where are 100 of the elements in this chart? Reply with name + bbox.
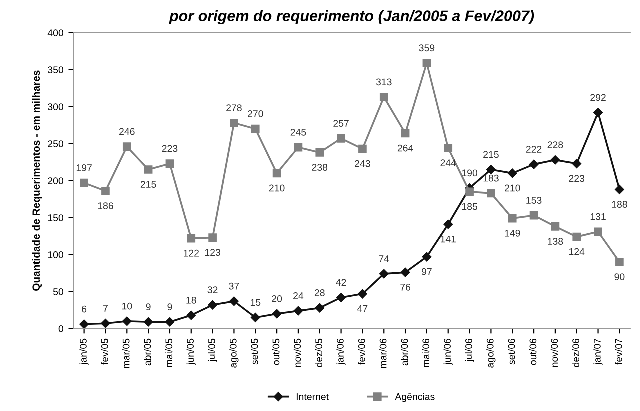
data-label: 20 <box>272 295 282 302</box>
point <box>444 144 453 152</box>
x-tick-label: mai/06 <box>422 338 430 368</box>
point <box>486 165 496 174</box>
point <box>594 108 603 118</box>
x-tick-label: jan/07 <box>594 339 603 366</box>
point <box>251 124 260 134</box>
data-label: 149 <box>505 230 520 237</box>
data-label: 7 <box>104 305 108 312</box>
data-label: 18 <box>186 296 196 304</box>
data-label: 257 <box>334 120 349 128</box>
y-tick-label: 250 <box>48 140 64 148</box>
point <box>102 187 110 196</box>
y-tick-label: 0 <box>58 326 64 332</box>
x-tick-label: fev/07 <box>615 339 622 365</box>
point <box>508 214 517 223</box>
point <box>336 293 346 302</box>
data-label: 210 <box>504 184 520 192</box>
y-tick-label: 400 <box>48 30 64 36</box>
chart-title: por origem do requerimento (Jan/2005 a Fev/2007) <box>169 10 534 25</box>
data-label: 223 <box>569 175 585 182</box>
x-tick-label: fev/06 <box>358 338 366 365</box>
point <box>529 160 539 170</box>
x-tick-label: abr/06 <box>401 338 408 366</box>
x-tick-label: nov/05 <box>294 338 302 368</box>
data-label: 9 <box>146 304 151 310</box>
x-tick-label: out/05 <box>272 338 280 366</box>
point <box>358 289 368 299</box>
y-tick-label: 100 <box>48 252 64 258</box>
point <box>208 300 218 310</box>
y-tick-label: 50 <box>53 288 64 296</box>
x-tick-label: out/06 <box>530 338 537 366</box>
point <box>251 313 260 322</box>
point <box>294 143 303 152</box>
point <box>615 185 624 194</box>
data-label: 243 <box>355 160 370 168</box>
data-label: 124 <box>569 248 585 256</box>
data-label: 123 <box>205 249 220 256</box>
x-tick-label: ago/05 <box>230 338 239 368</box>
data-label: 9 <box>168 304 172 310</box>
data-label: 210 <box>269 184 285 192</box>
point <box>487 189 496 198</box>
data-label: 97 <box>422 268 432 276</box>
point <box>530 211 538 220</box>
data-label: 215 <box>484 151 499 158</box>
x-tick-label: mar/05 <box>122 338 130 368</box>
x-tick-label: mar/06 <box>380 338 387 368</box>
x-tick-label: jul/06 <box>465 338 474 362</box>
data-label: 238 <box>312 164 328 171</box>
y-tick-label: 350 <box>48 66 64 74</box>
data-label: 76 <box>400 284 411 291</box>
point <box>400 268 410 278</box>
x-tick-label: dez/06 <box>572 338 580 368</box>
y-tick-label: 150 <box>48 214 64 222</box>
data-label: 153 <box>526 197 542 204</box>
point <box>165 318 175 327</box>
point <box>144 166 153 174</box>
point <box>101 318 110 328</box>
data-label: 197 <box>76 164 92 172</box>
point <box>616 258 624 266</box>
point <box>572 159 582 168</box>
data-label: 131 <box>590 213 606 220</box>
point <box>166 160 174 168</box>
data-label: 32 <box>208 286 218 294</box>
data-label: 190 <box>462 170 478 177</box>
data-label: 278 <box>226 104 242 112</box>
y-tick-label: 200 <box>48 178 64 184</box>
point <box>380 269 389 279</box>
x-tick-label: set/06 <box>508 338 516 365</box>
data-label: 37 <box>229 282 240 290</box>
point <box>401 129 410 138</box>
x-tick-label: mai/05 <box>165 338 173 368</box>
data-label: 313 <box>376 78 392 86</box>
data-label: 185 <box>462 203 478 210</box>
data-label: 264 <box>398 144 414 152</box>
data-label: 6 <box>82 306 87 313</box>
legend-label: Internet <box>296 394 329 400</box>
point <box>187 234 196 243</box>
x-tick-label: jan/06 <box>336 338 346 366</box>
data-label: 188 <box>612 201 628 208</box>
point <box>550 156 560 165</box>
legend-label: Agências <box>395 393 435 402</box>
point <box>422 59 432 68</box>
point <box>594 228 602 236</box>
data-label: 215 <box>140 181 156 188</box>
x-tick-label: abr/05 <box>144 338 152 366</box>
data-label: 245 <box>290 129 306 136</box>
point <box>551 222 560 231</box>
data-label: 15 <box>250 299 261 306</box>
data-label: 10 <box>122 302 132 310</box>
x-tick-label: ago/06 <box>486 338 496 368</box>
point <box>294 306 304 316</box>
data-label: 47 <box>358 305 368 312</box>
data-label: 74 <box>379 256 390 262</box>
data-label: 138 <box>548 238 564 245</box>
data-label: 228 <box>548 142 564 148</box>
point <box>122 316 132 326</box>
data-label: 183 <box>484 174 499 182</box>
data-label: 223 <box>162 145 178 152</box>
point <box>272 169 282 178</box>
